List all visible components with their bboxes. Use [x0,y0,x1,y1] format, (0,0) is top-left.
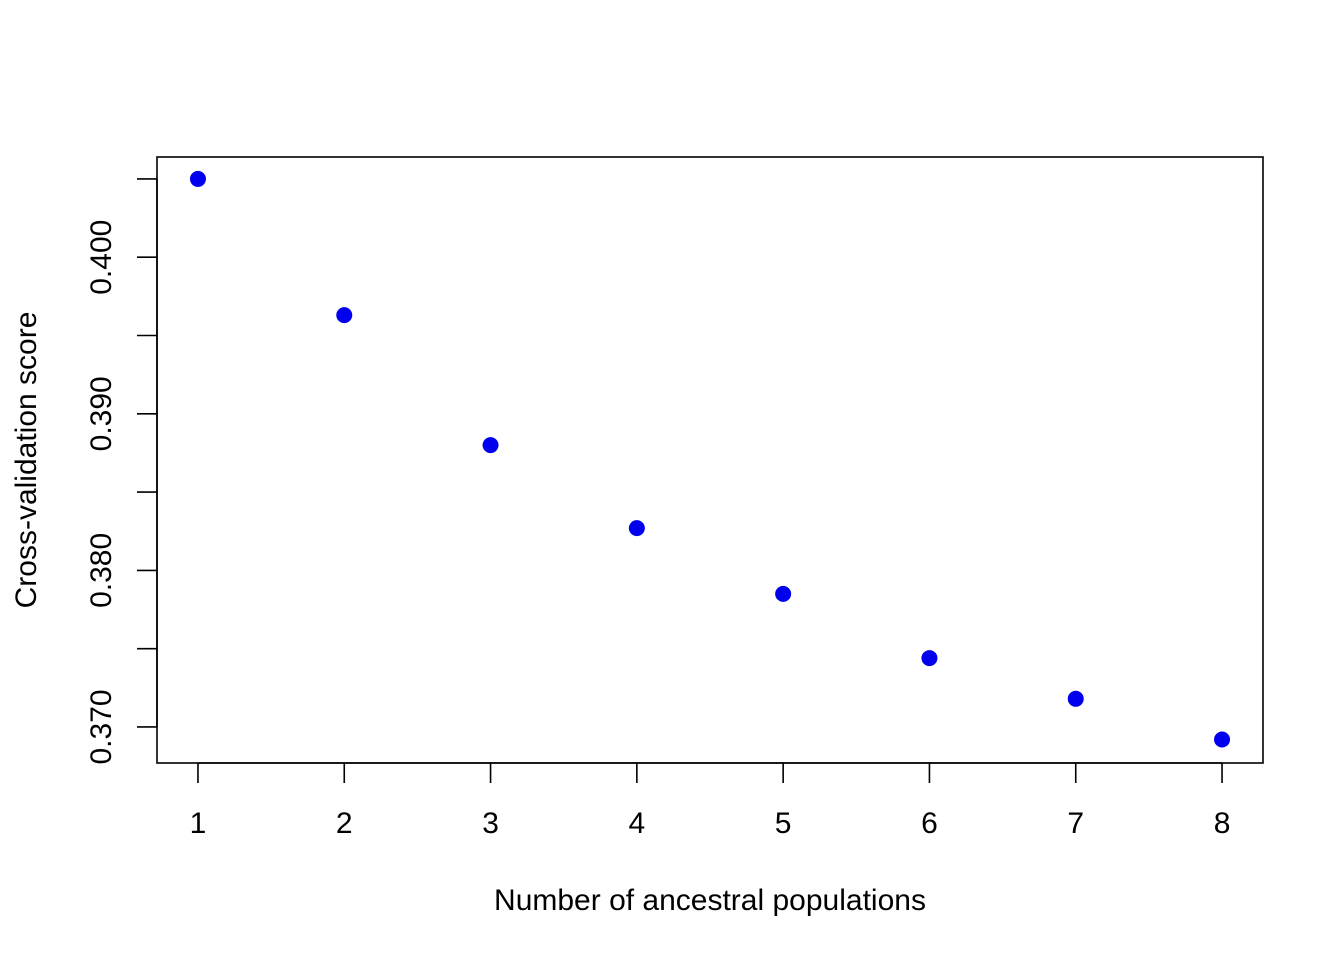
data-point [336,307,353,324]
plot-frame [156,156,1264,764]
data-point [775,585,792,602]
x-tick-label: 7 [1067,807,1084,840]
data-point [628,520,645,537]
x-tick-label: 8 [1214,807,1231,840]
y-tick-label: 0.380 [85,533,118,608]
data-point [482,437,499,454]
y-axis-label: Cross-validation score [10,312,43,609]
y-axis: 0.370 0.380 0.390 0.400 [85,178,158,765]
x-tick-label: 1 [190,807,207,840]
data-point [1214,731,1231,748]
x-tick-label: 6 [921,807,938,840]
y-tick-label: 0.370 [85,689,118,764]
data-point [189,170,206,187]
data-point [921,650,938,667]
x-axis-label: Number of ancestral populations [494,884,926,917]
x-axis: 1 2 3 4 5 6 7 8 [190,762,1231,840]
data-points [189,170,1231,748]
x-tick-label: 3 [482,807,499,840]
data-point [1067,690,1084,707]
y-tick-label: 0.400 [85,220,118,295]
x-tick-label: 5 [775,807,792,840]
y-tick-label: 0.390 [85,376,118,451]
x-tick-label: 2 [336,807,353,840]
x-tick-label: 4 [629,807,646,840]
